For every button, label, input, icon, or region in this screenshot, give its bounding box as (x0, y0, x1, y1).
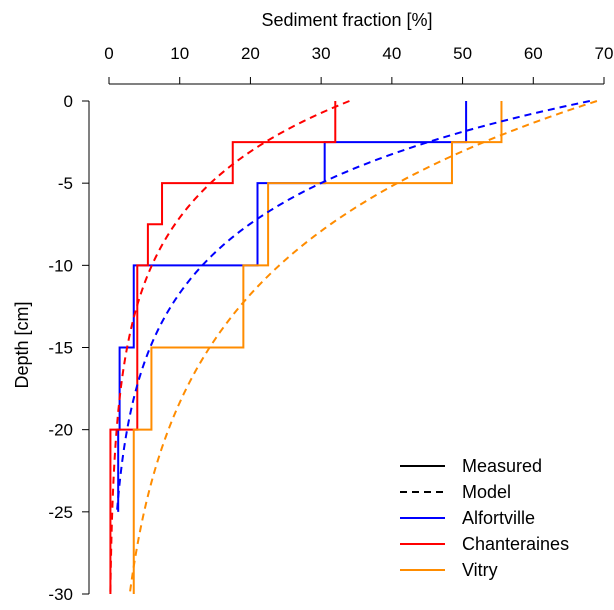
y-tick-label: -10 (48, 256, 73, 275)
model-curve-alfortville (115, 100, 591, 512)
y-tick-label: -20 (48, 421, 73, 440)
x-tick-label: 0 (104, 44, 113, 63)
x-tick-label: 10 (170, 44, 189, 63)
measured-line-alfortville (117, 101, 468, 512)
y-tick-label: -15 (48, 339, 73, 358)
y-tick-label: -30 (48, 585, 73, 604)
measured-line-vitry (132, 101, 503, 594)
y-axis-title: Depth [cm] (12, 301, 32, 388)
legend-label-chanteraines: Chanteraines (462, 534, 569, 554)
legend-label-measured: Measured (462, 456, 542, 476)
x-tick-label: 40 (382, 44, 401, 63)
x-tick-label: 20 (241, 44, 260, 63)
model-curve-vitry (128, 100, 598, 595)
x-tick-label: 50 (453, 44, 472, 63)
legend-label-alfortville: Alfortville (462, 508, 535, 528)
y-tick-label: -25 (48, 503, 73, 522)
x-tick-label: 60 (524, 44, 543, 63)
legend-label-model: Model (462, 482, 511, 502)
legend-label-vitry: Vitry (462, 560, 498, 580)
axes: 0 10 20 30 40 50 60 70 0 -5 -10 -15 -20 -25 -30 (48, 44, 613, 604)
model-curves (109, 100, 598, 595)
y-tick-label: 0 (64, 92, 73, 111)
legend: Measured Model Alfortville Chanteraines Vitr… (400, 456, 569, 580)
x-axis-title: Sediment fraction [%] (261, 10, 432, 30)
x-tick-label: 70 (595, 44, 614, 63)
x-tick-label: 30 (312, 44, 331, 63)
model-curve-chanteraines (109, 100, 350, 595)
y-tick-label: -5 (58, 174, 73, 193)
measured-profiles (109, 101, 503, 594)
